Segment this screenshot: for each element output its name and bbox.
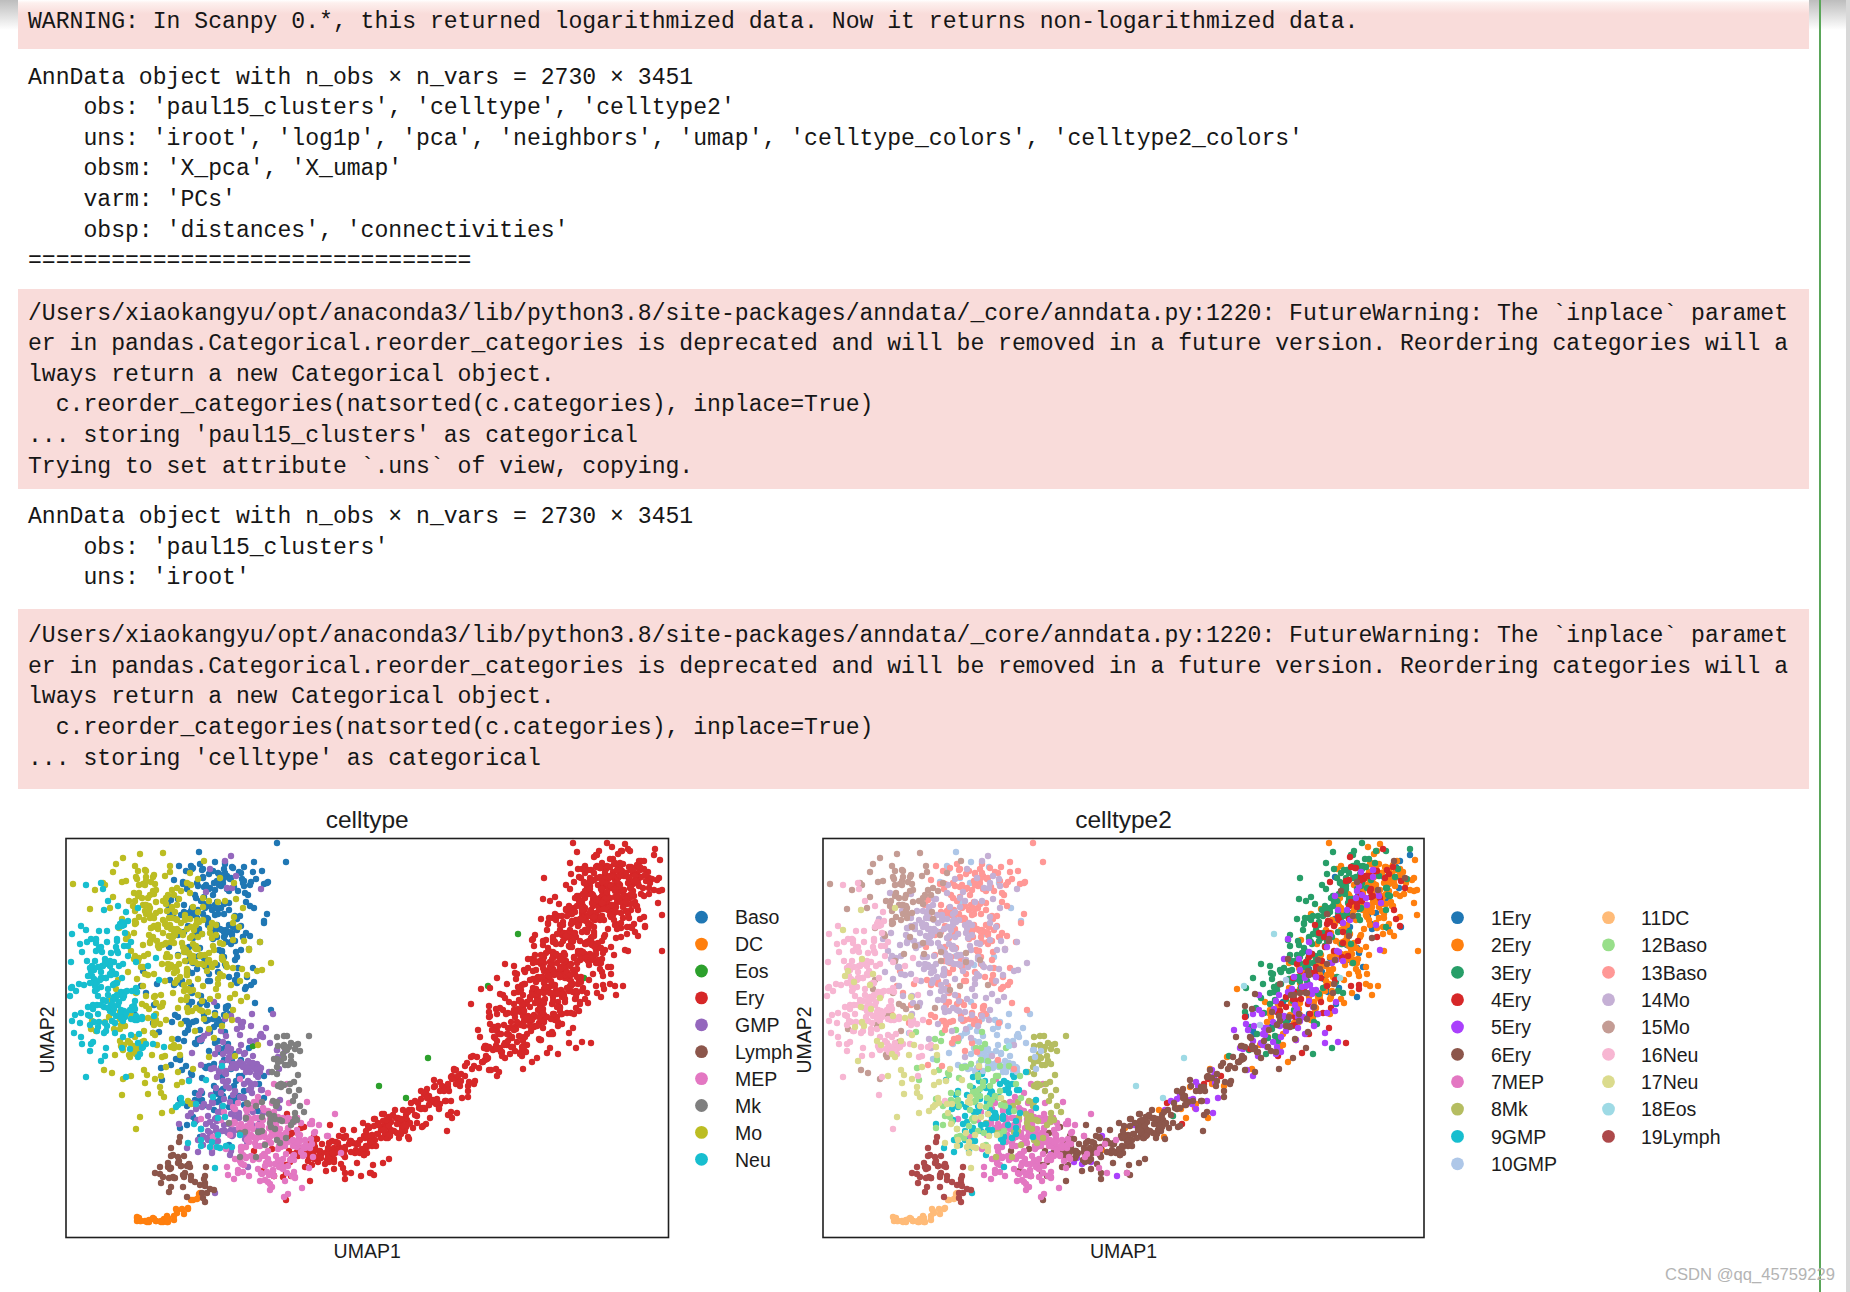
svg-text:13Baso: 13Baso [1641, 962, 1707, 984]
svg-text:Eos: Eos [735, 960, 769, 982]
svg-text:19Lymph: 19Lymph [1641, 1126, 1721, 1148]
svg-text:celltype2: celltype2 [1075, 806, 1172, 833]
svg-text:10GMP: 10GMP [1491, 1153, 1557, 1175]
svg-text:1Ery: 1Ery [1491, 907, 1531, 929]
svg-text:UMAP1: UMAP1 [334, 1240, 401, 1262]
svg-text:4Ery: 4Ery [1491, 989, 1531, 1011]
svg-text:12Baso: 12Baso [1641, 934, 1707, 956]
svg-text:GMP: GMP [735, 1014, 779, 1036]
svg-text:16Neu: 16Neu [1641, 1044, 1698, 1066]
svg-text:UMAP2: UMAP2 [793, 1006, 815, 1073]
svg-text:18Eos: 18Eos [1641, 1098, 1697, 1120]
svg-text:MEP: MEP [735, 1068, 777, 1090]
svg-text:17Neu: 17Neu [1641, 1071, 1698, 1093]
svg-text:8Mk: 8Mk [1491, 1098, 1528, 1120]
svg-text:15Mo: 15Mo [1641, 1016, 1690, 1038]
svg-text:2Ery: 2Ery [1491, 934, 1531, 956]
svg-text:6Ery: 6Ery [1491, 1044, 1531, 1066]
svg-text:celltype: celltype [326, 806, 409, 833]
svg-text:Lymph: Lymph [735, 1041, 793, 1063]
svg-text:UMAP1: UMAP1 [1090, 1240, 1157, 1262]
svg-text:11DC: 11DC [1641, 907, 1689, 929]
svg-text:9GMP: 9GMP [1491, 1126, 1546, 1148]
svg-text:Ery: Ery [735, 987, 765, 1009]
svg-text:5Ery: 5Ery [1491, 1016, 1531, 1038]
svg-text:DC: DC [735, 933, 763, 955]
svg-text:7MEP: 7MEP [1491, 1071, 1544, 1093]
svg-text:Neu: Neu [735, 1149, 771, 1171]
svg-text:Mk: Mk [735, 1095, 761, 1117]
svg-text:14Mo: 14Mo [1641, 989, 1690, 1011]
svg-text:UMAP2: UMAP2 [36, 1006, 58, 1073]
svg-text:3Ery: 3Ery [1491, 962, 1531, 984]
svg-text:Mo: Mo [735, 1122, 762, 1144]
svg-text:Baso: Baso [735, 906, 780, 928]
